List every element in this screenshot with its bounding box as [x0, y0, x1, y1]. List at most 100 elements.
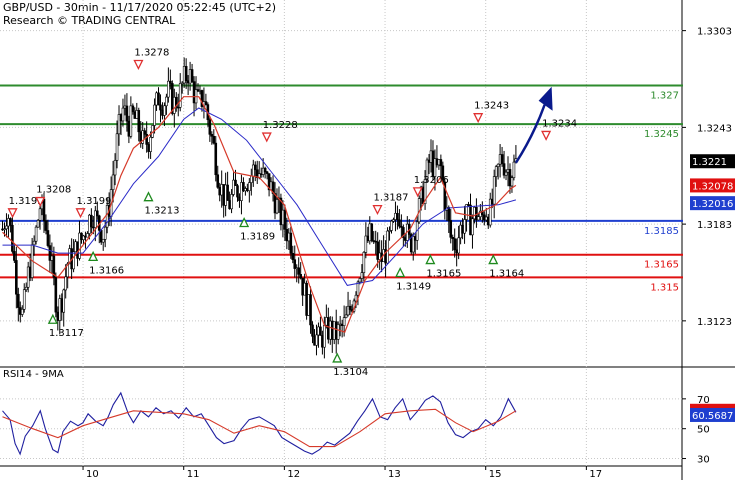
candle-body	[86, 233, 89, 238]
candle-body	[388, 230, 391, 232]
chart-title: GBP/USD - 30min - 11/17/2020 05:22:45 (U…	[3, 1, 276, 14]
support-marker	[488, 254, 499, 265]
candle-body	[396, 213, 399, 221]
candle-body	[113, 160, 117, 176]
candle-body	[457, 237, 460, 254]
support-marker	[88, 250, 99, 262]
time-tick-label: 15	[489, 469, 502, 480]
candle-body	[336, 324, 340, 340]
time-tick-label: 10	[86, 469, 99, 480]
candle-body	[248, 182, 251, 191]
candle-body	[500, 154, 504, 164]
forecast-arrowhead	[538, 86, 553, 111]
resistance-marker-label: 1.3278	[134, 47, 169, 58]
candle-body	[319, 326, 322, 336]
candle-body	[488, 198, 492, 226]
candle-body	[342, 317, 346, 326]
price-tag	[690, 196, 735, 211]
candle-body	[271, 181, 275, 194]
candle-body	[250, 175, 253, 183]
level-label: 1.327	[650, 90, 679, 101]
candle-body	[78, 232, 81, 259]
candle-body	[512, 161, 516, 178]
candle-body	[129, 105, 133, 137]
candle-body	[38, 208, 42, 221]
resistance-marker-label: 1.3206	[414, 175, 449, 186]
time-tick-label: 13	[388, 469, 401, 480]
resistance-marker-label: 1.3193	[9, 196, 44, 207]
candle-body	[48, 245, 52, 261]
candle-body	[22, 289, 26, 310]
rsi-ma-line	[2, 408, 517, 448]
candle-body	[115, 133, 119, 161]
candle-body	[180, 82, 184, 85]
candle-body	[36, 220, 40, 228]
candle-body	[465, 204, 468, 220]
candle-body	[311, 324, 314, 337]
candle-body	[52, 255, 56, 278]
candle-body	[44, 220, 48, 231]
candle-body	[64, 276, 68, 291]
support-marker	[395, 267, 406, 278]
candle-body	[143, 130, 146, 135]
price-tick-label: 1.3123	[697, 317, 732, 328]
candle-body	[212, 135, 216, 144]
candle-body	[348, 305, 352, 310]
rsi-tick-label: 50	[697, 425, 710, 436]
candle-body	[242, 182, 245, 192]
candle-body	[364, 235, 368, 253]
candle-body	[137, 110, 141, 133]
candle-body	[34, 226, 38, 242]
resistance-marker	[541, 130, 552, 141]
candle-body	[32, 240, 36, 246]
candle-body	[263, 167, 267, 173]
candle-body	[283, 209, 287, 230]
candle-body	[20, 308, 24, 315]
support-marker-label: 1.3104	[333, 367, 368, 378]
resistance-marker	[35, 196, 46, 207]
candle-body	[451, 237, 455, 239]
resistance-marker	[473, 113, 484, 124]
candle-body	[230, 194, 233, 210]
resistance-marker-label: 1.3187	[373, 193, 408, 204]
resistance-marker-label: 1.3199	[77, 196, 112, 207]
slow-moving-average	[2, 107, 517, 286]
candle-body	[111, 174, 115, 190]
candle-body	[236, 185, 239, 198]
price-tag-label: 1.3221	[692, 157, 727, 168]
candle-body	[165, 96, 168, 107]
candle-body	[72, 251, 75, 270]
candle-body	[423, 179, 427, 205]
candle-body	[253, 164, 257, 171]
candle-body	[411, 236, 415, 253]
candle-body	[402, 227, 405, 238]
support-marker	[143, 191, 154, 202]
resistance-marker-label: 1.3208	[36, 185, 71, 196]
candle-body	[463, 219, 466, 234]
candle-body	[494, 166, 498, 177]
level-label: 1.315	[650, 282, 679, 293]
candle-body	[174, 96, 178, 108]
price-tag-label: 1.32016	[692, 199, 733, 210]
candle-body	[216, 174, 220, 188]
candle-body	[354, 294, 358, 302]
candle-body	[95, 210, 99, 217]
candle-body	[291, 253, 295, 260]
level-label: 1.3245	[644, 129, 679, 140]
resistance-marker	[133, 59, 144, 70]
candle-body	[54, 276, 58, 313]
candle-body	[3, 228, 6, 231]
level-label: 1.3185	[644, 226, 679, 237]
resistance-marker	[372, 204, 383, 216]
time-tick-label: 12	[287, 469, 300, 480]
support-marker-label: 1.3149	[396, 281, 431, 292]
candle-body	[9, 218, 12, 226]
candle-body	[214, 142, 218, 176]
candle-body	[240, 182, 243, 201]
candle-body	[439, 159, 443, 167]
price-tick-label: 1.3183	[697, 220, 732, 231]
forecast-arrow	[514, 104, 546, 164]
candle-body	[376, 241, 379, 260]
candle-body	[125, 105, 129, 122]
